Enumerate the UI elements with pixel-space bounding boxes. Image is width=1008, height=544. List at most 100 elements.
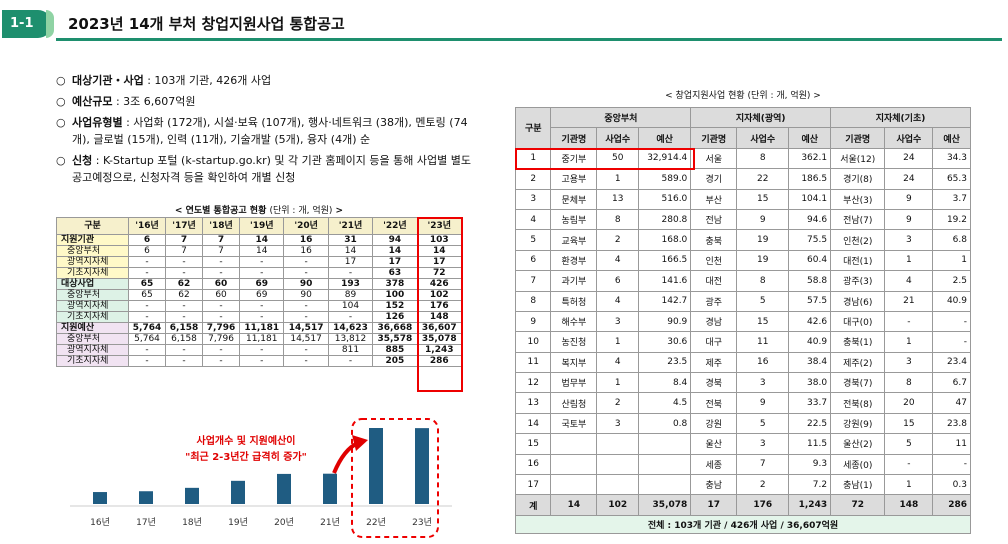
table-cell: 152 — [372, 300, 418, 312]
table-cell: 강원 — [690, 412, 738, 435]
table-cell: - — [932, 453, 971, 476]
table-cell: 기초지자체 — [56, 267, 129, 279]
sub-header: 기관명 — [690, 127, 738, 149]
table-row: 15 울산 3 11.5 울산(2) 5 11 — [514, 433, 971, 455]
table-cell: 4 — [884, 270, 934, 292]
table-cell: 인천 — [690, 249, 738, 272]
unit-text: (단위 : 개, 억원) — [747, 91, 811, 101]
table-cell: 9 — [514, 310, 552, 333]
table-cell: 90.9 — [638, 310, 692, 333]
sub-header: 예산 — [932, 127, 971, 149]
table-cell: 2 — [596, 229, 640, 251]
table-cell: 9 — [884, 208, 934, 231]
table-cell: 0.8 — [638, 412, 692, 435]
table-cell: 90 — [283, 278, 329, 290]
table-cell: 11 — [514, 351, 552, 374]
unit-text: (단위 : 개, 억원) — [269, 206, 333, 216]
table-cell: 13 — [596, 188, 640, 210]
table-cell: 3 — [736, 433, 790, 455]
sub-header: 사업수 — [884, 127, 934, 149]
table-cell: 대전(1) — [830, 249, 886, 272]
table-row: 3 문체부 13 516.0 부산 15 104.1 부산(3) 9 3.7 — [514, 188, 971, 210]
table-cell: 고용부 — [550, 168, 598, 190]
table-cell: 9.3 — [788, 453, 832, 476]
table-cell: - — [239, 267, 285, 279]
table-cell: - — [283, 311, 329, 323]
table-cell: - — [127, 344, 167, 356]
badge-accent — [46, 10, 54, 38]
chart-annotation-line2: "최근 2-3년간 급격히 증가" — [185, 450, 307, 463]
bullet-item: ○ 예산규모 : 3조 6,607억원 — [56, 93, 476, 110]
column-header: '16년 — [127, 217, 167, 235]
agency-status-table: 구분 중앙부처 지자체(광역) 지자체(기초) 기관명 사업수 예산 기관명 사업수 예산… — [514, 106, 971, 534]
bullet-item: ○ 신청 : K-Startup 포털 (k-startup.go.kr) 및 각… — [56, 152, 476, 186]
table-row: 17 충남 2 7.2 충남(1) 1 0.3 — [514, 474, 971, 496]
table-cell: 8.4 — [638, 372, 692, 394]
table-cell: 14 — [372, 245, 418, 257]
table-cell: - — [239, 355, 285, 367]
table-cell: 6 — [596, 270, 640, 292]
table-cell: 서울(12) — [830, 147, 886, 170]
table-row: 대상사업 65 62 60 69 90 193 378 426 — [56, 278, 463, 290]
table-cell: 경북 — [690, 372, 738, 394]
table-cell: 15 — [736, 188, 790, 210]
table-cell: 22 — [736, 168, 790, 190]
table-cell: 1 — [884, 331, 934, 353]
header-rule — [56, 38, 1002, 41]
table-cell: 14,623 — [327, 322, 374, 334]
table-cell: 9 — [736, 208, 790, 231]
table-cell: - — [327, 267, 374, 279]
table-row: 중앙부처 5,764 6,158 7,796 11,181 14,517 13,812 35,… — [56, 333, 463, 345]
table-cell: - — [165, 355, 204, 367]
table-cell: 166.5 — [638, 249, 692, 272]
table-cell: 23.8 — [932, 412, 971, 435]
table-row: 12 법무부 1 8.4 경북 3 38.0 경북(7) 8 6.7 — [514, 372, 971, 394]
table-row: 기초지자체 - - - - - -126 148 — [56, 311, 463, 323]
table-cell: 4 — [514, 208, 552, 231]
title-text: < 창업지원사업 현황 — [665, 91, 748, 101]
table-cell: 2.5 — [932, 270, 971, 292]
table-row: 지원예산 5,764 6,158 7,796 11,181 14,517 14,623 36,… — [56, 322, 463, 334]
table-cell: 3 — [514, 188, 552, 210]
table-cell: 104 — [327, 300, 374, 312]
table-row: 중앙부처 6 7 7 14 16 14 14 14 — [56, 245, 463, 257]
table-cell: 94 — [372, 234, 418, 246]
header-category: 구분 — [514, 107, 552, 149]
budget-bar-chart: 사업개수 및 지원예산이 "최근 2-3년간 급격히 증가" 16년 17년 18년… — [56, 415, 466, 540]
table-cell: - — [327, 311, 374, 323]
table-cell: 농림부 — [550, 208, 598, 231]
table-cell: 11.5 — [788, 433, 832, 455]
table-cell: 21 — [884, 290, 934, 312]
table-cell: 1 — [932, 249, 971, 272]
bar-19년 — [231, 480, 245, 504]
table-cell: 복지부 — [550, 351, 598, 374]
table-cell: 3 — [596, 310, 640, 333]
bullet-label: 신청 — [72, 154, 93, 167]
x-tick-label: 23년 — [412, 517, 432, 528]
sum-cell: 1,243 — [788, 494, 832, 516]
table-cell: 제주(2) — [830, 351, 886, 374]
bar-18년 — [185, 487, 199, 504]
table-cell: 62 — [165, 289, 204, 301]
table-cell: 3.7 — [932, 188, 971, 210]
table-cell: 58.8 — [788, 270, 832, 292]
table-cell: 6.7 — [932, 372, 971, 394]
table-cell: 378 — [372, 278, 418, 290]
table-cell: 104.1 — [788, 188, 832, 210]
table-cell: 충남 — [690, 474, 738, 496]
table-cell: 24 — [884, 168, 934, 190]
table-cell: 60.4 — [788, 249, 832, 272]
table-cell: 94.6 — [788, 208, 832, 231]
table-cell: 충북(1) — [830, 331, 886, 353]
table-cell: 362.1 — [788, 147, 832, 170]
table-cell: 31 — [327, 234, 374, 246]
column-header: '20년 — [283, 217, 329, 235]
table-cell: 5 — [736, 290, 790, 312]
table-cell: 142.7 — [638, 290, 692, 312]
table-cell: - — [165, 344, 204, 356]
table-row: 11 복지부 4 23.5 제주 16 38.4 제주(2) 3 23.4 — [514, 351, 971, 374]
table-cell: 광주 — [690, 290, 738, 312]
x-tick-label: 21년 — [320, 517, 340, 528]
bar-22년 — [369, 428, 383, 504]
table-cell: 1 — [884, 249, 934, 272]
